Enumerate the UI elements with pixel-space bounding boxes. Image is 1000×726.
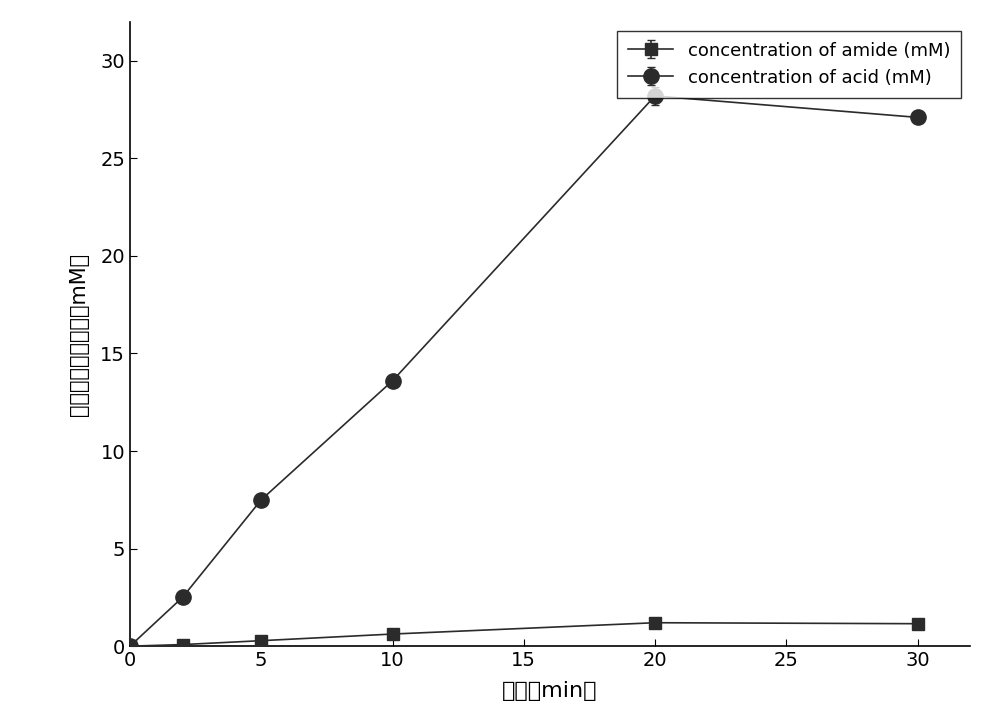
Legend: concentration of amide (mM), concentration of acid (mM): concentration of amide (mM), concentrati… xyxy=(617,30,961,98)
Y-axis label: 酬胺和罺酸的浓度（mM）: 酬胺和罺酸的浓度（mM） xyxy=(69,253,89,415)
X-axis label: 时间（min）: 时间（min） xyxy=(502,681,598,701)
